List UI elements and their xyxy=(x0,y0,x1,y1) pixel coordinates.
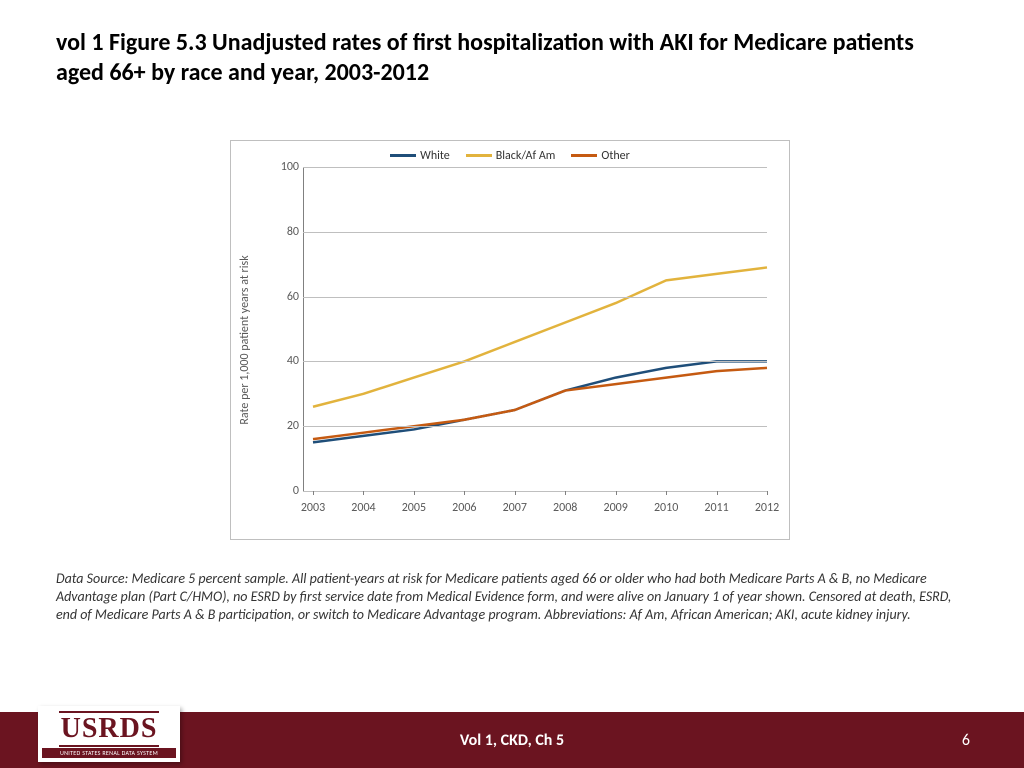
series-line xyxy=(313,368,767,439)
legend-label: Black/Af Am xyxy=(496,149,556,163)
y-tick-label: 40 xyxy=(275,354,299,368)
x-tick xyxy=(717,491,718,495)
footer-bar: USRDS UNITED STATES RENAL DATA SYSTEM Vo… xyxy=(0,712,1024,768)
x-tick xyxy=(565,491,566,495)
footer-center-text: Vol 1, CKD, Ch 5 xyxy=(460,731,564,750)
grid-line xyxy=(303,297,767,298)
x-tick-label: 2010 xyxy=(654,501,678,515)
slide: vol 1 Figure 5.3 Unadjusted rates of fir… xyxy=(0,0,1024,768)
x-tick xyxy=(313,491,314,495)
legend-label: Other xyxy=(601,149,629,163)
y-tick-label: 20 xyxy=(275,419,299,433)
y-tick-label: 0 xyxy=(275,484,299,498)
x-tick xyxy=(515,491,516,495)
x-tick xyxy=(363,491,364,495)
legend-item: White xyxy=(390,149,450,163)
x-tick xyxy=(616,491,617,495)
x-tick-label: 2006 xyxy=(452,501,476,515)
y-axis-title: Rate per 1,000 patient years at risk xyxy=(238,255,252,424)
x-tick-label: 2004 xyxy=(351,501,375,515)
legend-swatch xyxy=(466,154,492,157)
x-tick xyxy=(767,491,768,495)
usrds-logo: USRDS UNITED STATES RENAL DATA SYSTEM xyxy=(38,706,180,762)
x-tick-label: 2007 xyxy=(503,501,527,515)
figure-title: vol 1 Figure 5.3 Unadjusted rates of fir… xyxy=(56,28,944,88)
legend-swatch xyxy=(571,154,597,157)
x-tick-label: 2009 xyxy=(603,501,627,515)
chart-container: White Black/Af Am Other Rate per 1,000 pat… xyxy=(230,140,790,540)
logo-subtext: UNITED STATES RENAL DATA SYSTEM xyxy=(42,748,176,758)
legend-label: White xyxy=(420,149,450,163)
x-tick-label: 2011 xyxy=(704,501,728,515)
x-tick-label: 2012 xyxy=(755,501,779,515)
y-tick-label: 100 xyxy=(275,160,299,174)
x-tick xyxy=(666,491,667,495)
x-tick-label: 2003 xyxy=(301,501,325,515)
y-tick-label: 60 xyxy=(275,290,299,304)
chart-lines xyxy=(303,167,767,491)
x-tick-label: 2008 xyxy=(553,501,577,515)
series-line xyxy=(313,267,767,406)
grid-line xyxy=(303,167,767,168)
chart-plot-area: 0204060801002003200420052006200720082009… xyxy=(303,167,767,491)
legend-item: Black/Af Am xyxy=(466,149,556,163)
grid-line xyxy=(303,426,767,427)
x-tick xyxy=(414,491,415,495)
footer-page-number: 6 xyxy=(962,731,970,750)
grid-line xyxy=(303,491,767,492)
x-tick xyxy=(464,491,465,495)
data-source-caption: Data Source: Medicare 5 percent sample. … xyxy=(56,570,968,625)
chart-legend: White Black/Af Am Other xyxy=(231,147,789,163)
legend-swatch xyxy=(390,154,416,157)
grid-line xyxy=(303,232,767,233)
logo-text: USRDS xyxy=(59,711,160,747)
x-tick-label: 2005 xyxy=(402,501,426,515)
grid-line xyxy=(303,361,767,362)
legend-item: Other xyxy=(571,149,629,163)
y-tick-label: 80 xyxy=(275,225,299,239)
